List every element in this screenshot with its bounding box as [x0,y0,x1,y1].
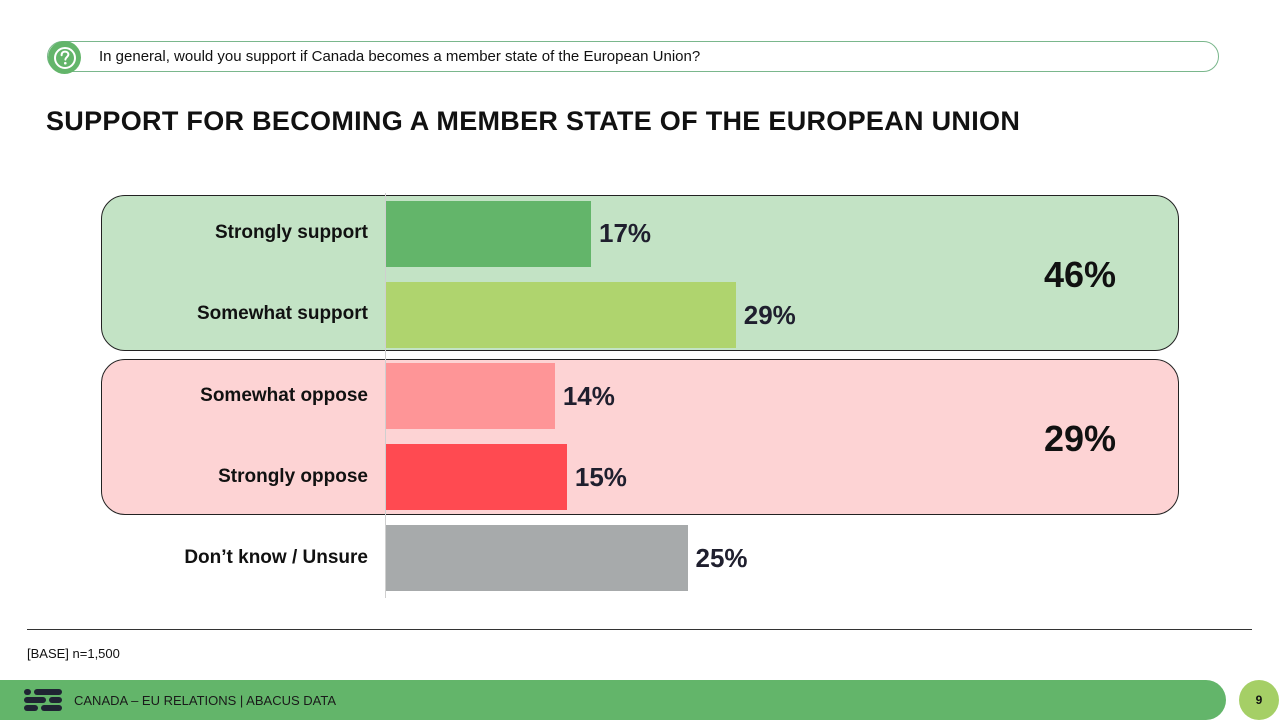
category-label-somewhat-support: Somewhat support [196,303,368,324]
footer-text: CANADA – EU RELATIONS | ABACUS DATA [74,693,336,708]
net-support-label: 46% [1043,254,1116,295]
bar-somewhat-oppose [386,363,555,429]
chart-title: SUPPORT FOR BECOMING A MEMBER STATE OF T… [46,106,1021,136]
category-label-somewhat-oppose: Somewhat oppose [200,385,368,406]
bar-strongly-support [386,201,592,267]
bar-strongly-oppose [386,444,567,510]
bar-somewhat-support [386,282,736,348]
question-text: In general, would you support if Canada … [99,48,701,65]
value-label-strongly-support: 17% [599,218,652,248]
value-label-dont-know: 25% [695,543,748,573]
value-label-somewhat-support: 29% [743,300,796,330]
value-label-somewhat-oppose: 14% [562,381,615,411]
net-oppose-label: 29% [1043,418,1116,459]
base-note: [BASE] n=1,500 [27,646,120,661]
question-icon [48,41,81,74]
category-label-strongly-oppose: Strongly oppose [218,466,368,487]
oppose-group-box: 29% [101,359,1179,515]
question-banner: In general, would you support if Canada … [47,41,1219,74]
bar-dont-know [386,525,688,591]
category-label-dont-know: Don’t know / Unsure [184,547,368,568]
category-label-strongly-support: Strongly support [214,222,368,243]
page-number: 9 [1239,680,1279,720]
chart-axis-line [385,193,386,598]
footer-bar: CANADA – EU RELATIONS | ABACUS DATA [0,680,1226,720]
abacus-logo-icon [24,689,62,711]
value-label-strongly-oppose: 15% [574,462,627,492]
footer-divider [27,629,1252,630]
